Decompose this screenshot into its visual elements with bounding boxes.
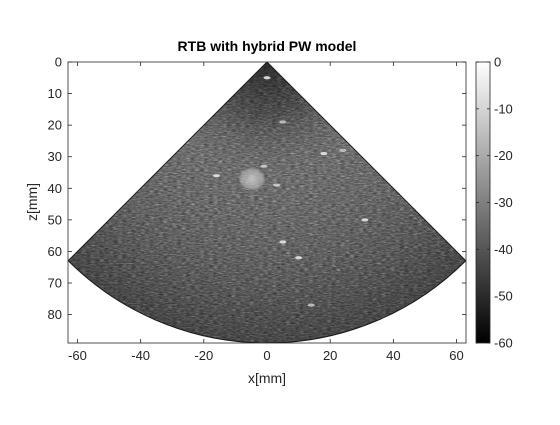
point-scatterers <box>212 76 369 307</box>
scatterer-point <box>320 151 328 156</box>
scatterer-point <box>361 218 369 222</box>
y-tick-label: 20 <box>48 118 62 133</box>
colorbar-gradient <box>476 62 490 343</box>
scatterer-point <box>272 183 280 187</box>
scatterer-point <box>260 164 268 168</box>
scatterer-point <box>295 256 303 260</box>
colorbar-tick-label: -20 <box>494 148 513 163</box>
scatterer-point <box>279 120 287 124</box>
x-tick-label: -60 <box>68 348 87 363</box>
scatterer-point <box>307 303 315 307</box>
colorbar: 0 -10 -20 -30 -40 -50 -60 <box>475 55 513 351</box>
colorbar-ticks: 0 -10 -20 -30 -40 -50 -60 <box>476 55 513 351</box>
x-axis-label: x[mm] <box>248 370 286 386</box>
x-tick-label: 40 <box>386 348 400 363</box>
bmode-image-area <box>68 62 466 343</box>
colorbar-tick-label: -30 <box>494 195 513 210</box>
colorbar-tick-label: -10 <box>494 101 513 116</box>
y-tick-label: 70 <box>48 276 62 291</box>
scatterer-point <box>279 240 287 244</box>
colorbar-tick-label: -60 <box>494 336 513 351</box>
x-tick-label: 20 <box>323 348 337 363</box>
sector-boundary <box>68 62 466 343</box>
y-tick-label: 0 <box>55 55 62 70</box>
x-tick-label: -40 <box>131 348 150 363</box>
scatterer-point <box>339 148 347 153</box>
y-tick-label: 80 <box>48 307 62 322</box>
x-tick-label: -20 <box>194 348 213 363</box>
x-tick-label: 60 <box>449 348 463 363</box>
colorbar-tick-label: 0 <box>494 55 501 70</box>
y-tick-label: 60 <box>48 244 62 259</box>
x-tick-label: 0 <box>263 348 270 363</box>
scatterer-point <box>263 76 271 80</box>
bright-inclusion <box>238 167 266 191</box>
scatterer-point <box>212 174 220 178</box>
x-axis-ticks: -60 -40 -20 0 20 40 60 <box>68 62 464 363</box>
y-axis-label: z[mm] <box>24 183 40 221</box>
y-tick-label: 50 <box>48 212 62 227</box>
y-tick-label: 10 <box>48 86 62 101</box>
colorbar-tick-label: -50 <box>494 289 513 304</box>
figure-title: RTB with hybrid PW model <box>178 38 357 54</box>
y-tick-label: 30 <box>48 149 62 164</box>
colorbar-tick-label: -40 <box>494 242 513 257</box>
y-tick-label: 40 <box>48 181 62 196</box>
y-axis-ticks: 0 10 20 30 40 50 60 70 80 <box>48 55 466 322</box>
